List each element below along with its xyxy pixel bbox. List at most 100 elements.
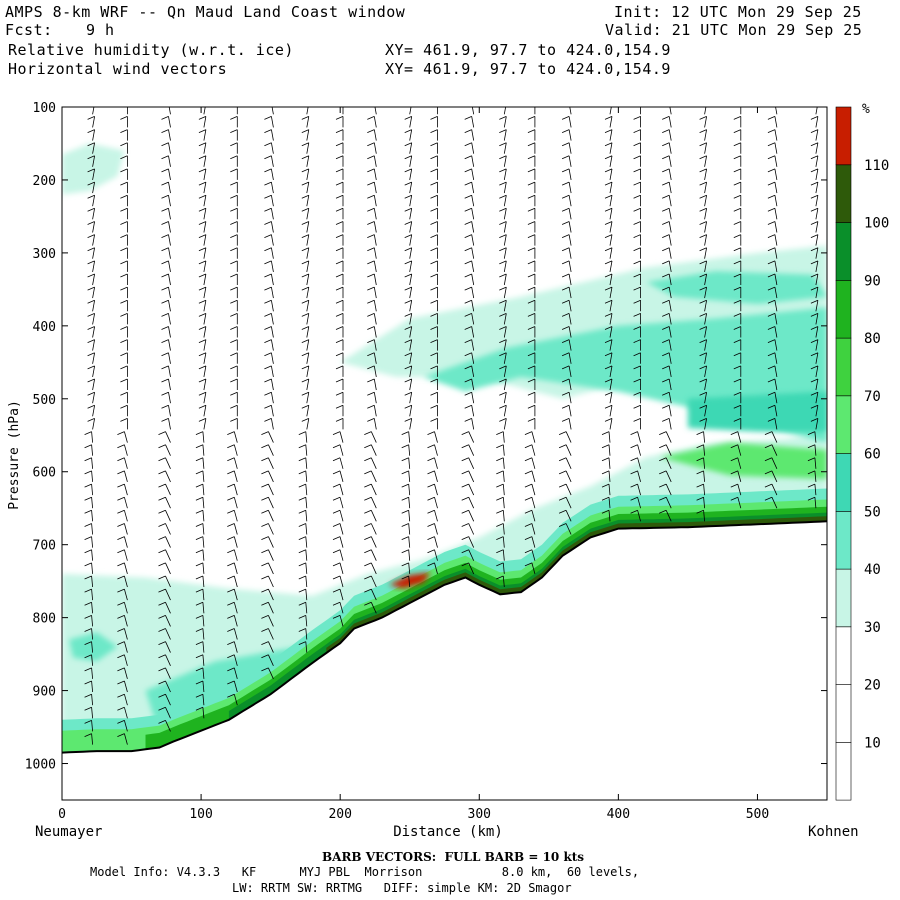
x-tick-label: 0 [58, 807, 66, 822]
wind-barb [527, 207, 536, 220]
y-axis-label: Pressure (hPa) [7, 400, 22, 510]
wind-barb [499, 391, 507, 404]
wind-barb [84, 470, 93, 482]
wind-barb [264, 116, 274, 128]
wind-barb [633, 286, 641, 299]
wind-barb [430, 142, 438, 154]
wind-barb [604, 299, 613, 312]
wind-barb [561, 168, 572, 180]
wind-barb [810, 273, 819, 286]
wind-barb [767, 142, 778, 154]
wind-barb [604, 391, 613, 404]
wind-barb [120, 418, 128, 430]
wind-barb [601, 431, 611, 443]
wind-barb [335, 155, 344, 167]
wind-barb [604, 234, 613, 246]
wind-barb [430, 116, 438, 128]
wind-barb [198, 116, 207, 128]
wind-barb [335, 273, 344, 285]
wind-barb [335, 404, 344, 417]
wind-barb [301, 404, 310, 417]
wind-barb [427, 431, 438, 443]
wind-barb [401, 509, 411, 522]
wind-barb [604, 404, 613, 417]
wind-barb [527, 339, 536, 351]
wind-barb [335, 207, 344, 220]
colorbar-label: 10 [864, 735, 881, 751]
wind-barb [158, 680, 171, 693]
wind-barb [161, 168, 171, 180]
wind-barb [524, 549, 536, 561]
wind-barb [404, 142, 413, 154]
wind-barb [427, 457, 438, 469]
wind-barb [117, 667, 128, 680]
wind-barb [699, 234, 707, 246]
wind-barb [261, 628, 274, 640]
wind-barb [604, 155, 613, 167]
wind-barb [301, 286, 310, 299]
wind-barb [764, 444, 778, 456]
wind-barb [195, 431, 205, 443]
wind-barb [335, 221, 344, 233]
wind-barb [767, 155, 778, 167]
wind-barb [662, 260, 672, 272]
wind-barb [527, 326, 536, 338]
wind-barb [464, 378, 475, 391]
wind-barb [332, 483, 344, 496]
wind-barb [699, 365, 707, 377]
wind-barb [203, 107, 206, 115]
wind-barb [767, 404, 778, 417]
colorbar-swatch [835, 164, 852, 223]
wind-barb [271, 107, 274, 115]
wind-barb [367, 299, 377, 312]
wind-barb [699, 168, 707, 180]
wind-barb [659, 457, 672, 469]
xy-range-1: XY= 461.9, 97.7 to 424.0,154.9 [385, 41, 671, 59]
wind-barb [733, 207, 742, 220]
wind-barb [767, 234, 778, 246]
wind-barb [195, 680, 205, 693]
wind-barb [261, 536, 274, 548]
wind-barb [367, 129, 377, 141]
wind-barb [699, 247, 707, 259]
wind-barb [704, 107, 707, 115]
wind-barb [87, 129, 95, 141]
wind-barb [306, 107, 309, 115]
wind-barb [633, 181, 641, 194]
wind-barb [230, 339, 238, 351]
wind-barb [335, 194, 344, 207]
wind-barb [301, 299, 310, 312]
wind-barb [158, 654, 171, 666]
wind-barb [764, 483, 778, 496]
wind-barb [662, 352, 672, 364]
wind-barb [733, 404, 742, 417]
y-tick-label: 500 [33, 393, 56, 408]
wind-barb [364, 549, 377, 561]
wind-barb [464, 260, 475, 272]
wind-barb [430, 168, 438, 180]
wind-barb [84, 667, 93, 679]
wind-barb [810, 194, 819, 207]
wind-barb [524, 444, 536, 456]
wind-barb [298, 523, 308, 535]
wind-barb [499, 168, 507, 180]
wind-barb [499, 418, 507, 430]
wind-barb [401, 457, 411, 469]
wind-barb [496, 562, 505, 574]
wind-barb [496, 483, 505, 496]
wind-barb [195, 444, 205, 456]
wind-barb [662, 155, 672, 167]
wind-barb [699, 181, 707, 194]
wind-barb [604, 418, 613, 430]
wind-barb [198, 313, 207, 325]
wind-barb [264, 129, 274, 141]
wind-barb [534, 107, 536, 115]
wind-barb [364, 431, 377, 443]
wind-barb [633, 404, 641, 417]
wind-barb [87, 378, 95, 391]
colorbar-swatch [835, 337, 852, 397]
wind-barb [87, 418, 95, 430]
wind-barb [230, 181, 238, 194]
wind-barb [117, 575, 128, 588]
wind-barb [92, 107, 95, 115]
